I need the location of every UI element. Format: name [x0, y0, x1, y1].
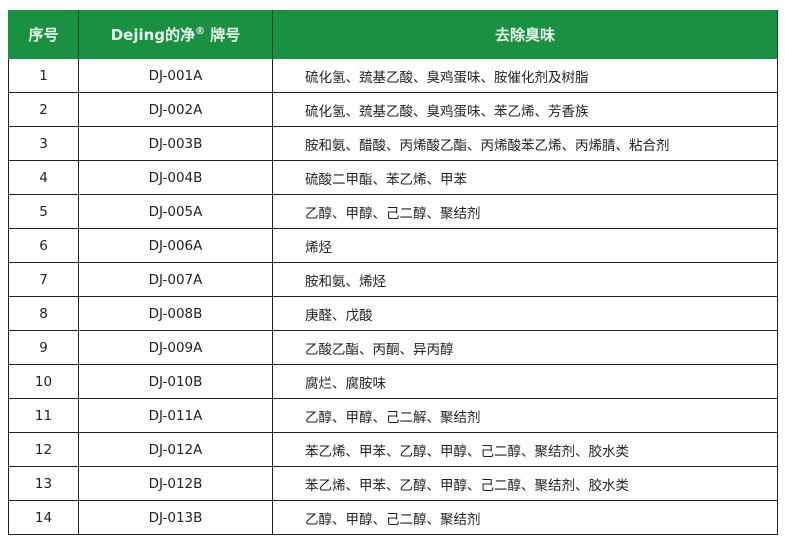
row-model: DJ-012A [78, 432, 273, 467]
row-model: DJ-005A [78, 194, 273, 229]
table-row: 11 DJ-011A 乙醇、甲醇、己二解、聚结剂 [8, 398, 778, 433]
table-row: 2 DJ-002A 硫化氢、巯基乙酸、臭鸡蛋味、苯乙烯、芳香族 [8, 92, 778, 127]
table-row: 8 DJ-008B 庚醛、戊酸 [8, 296, 778, 331]
row-number: 4 [8, 160, 79, 195]
row-number: 9 [8, 330, 79, 365]
table-row: 10 DJ-010B 腐烂、腐胺味 [8, 364, 778, 399]
table-row: 7 DJ-007A 胺和氨、烯烃 [8, 262, 778, 297]
table-row: 4 DJ-004B 硫酸二甲酯、苯乙烯、甲苯 [8, 160, 778, 195]
row-number: 2 [8, 92, 79, 127]
row-odor: 硫化氢、巯基乙酸、臭鸡蛋味、苯乙烯、芳香族 [272, 92, 778, 127]
row-number: 14 [8, 500, 79, 535]
row-number: 10 [8, 364, 79, 399]
row-odor: 硫酸二甲酯、苯乙烯、甲苯 [272, 160, 778, 195]
row-model: DJ-011A [78, 398, 273, 433]
row-model: DJ-007A [78, 262, 273, 297]
table-row: 13 DJ-012B 苯乙烯、甲苯、乙醇、甲醇、己二醇、聚结剂、胶水类 [8, 466, 778, 501]
row-model: DJ-003B [78, 126, 273, 161]
row-odor: 烯烃 [272, 228, 778, 263]
row-number: 8 [8, 296, 79, 331]
row-odor: 腐烂、腐胺味 [272, 364, 778, 399]
row-model: DJ-012B [78, 466, 273, 501]
row-model: DJ-004B [78, 160, 273, 195]
row-number: 5 [8, 194, 79, 229]
registered-mark: ® [195, 26, 206, 37]
table-row: 14 DJ-013B 乙醇、甲醇、己二醇、聚结剂 [8, 500, 778, 535]
table-row: 3 DJ-003B 胺和氨、醋酸、丙烯酸乙酯、丙烯酸苯乙烯、丙烯腈、粘合剂 [8, 126, 778, 161]
header-row: 序号 Dejing的净® 牌号 去除臭味 [8, 10, 778, 59]
row-number: 3 [8, 126, 79, 161]
table-row: 12 DJ-012A 苯乙烯、甲苯、乙醇、甲醇、己二醇、聚结剂、胶水类 [8, 432, 778, 467]
table-row: 6 DJ-006A 烯烃 [8, 228, 778, 263]
row-model: DJ-008B [78, 296, 273, 331]
row-number: 1 [8, 58, 79, 93]
table-row: 9 DJ-009A 乙酸乙酯、丙酮、异丙醇 [8, 330, 778, 365]
row-model: DJ-006A [78, 228, 273, 263]
row-number: 11 [8, 398, 79, 433]
row-model: DJ-010B [78, 364, 273, 399]
header-no: 序号 [8, 10, 79, 59]
header-model-text: Dejing的净 [110, 26, 196, 44]
row-odor: 硫化氢、巯基乙酸、臭鸡蛋味、胺催化剂及树脂 [272, 58, 778, 93]
row-odor: 胺和氨、烯烃 [272, 262, 778, 297]
row-odor: 胺和氨、醋酸、丙烯酸乙酯、丙烯酸苯乙烯、丙烯腈、粘合剂 [272, 126, 778, 161]
row-number: 7 [8, 262, 79, 297]
row-model: DJ-001A [78, 58, 273, 93]
row-number: 13 [8, 466, 79, 501]
row-odor: 乙醇、甲醇、己二醇、聚结剂 [272, 194, 778, 229]
row-model: DJ-013B [78, 500, 273, 535]
header-model-suffix: 牌号 [210, 26, 241, 44]
row-odor: 乙醇、甲醇、己二解、聚结剂 [272, 398, 778, 433]
row-model: DJ-002A [78, 92, 273, 127]
table-row: 1 DJ-001A 硫化氢、巯基乙酸、臭鸡蛋味、胺催化剂及树脂 [8, 58, 778, 93]
row-number: 6 [8, 228, 79, 263]
odor-removal-table: 序号 Dejing的净® 牌号 去除臭味 1 DJ-001A 硫化氢、巯基乙酸、臭鸡… [8, 10, 778, 535]
row-odor: 乙酸乙酯、丙酮、异丙醇 [272, 330, 778, 365]
row-odor: 庚醛、戊酸 [272, 296, 778, 331]
row-odor: 苯乙烯、甲苯、乙醇、甲醇、己二醇、聚结剂、胶水类 [272, 432, 778, 467]
header-odor: 去除臭味 [272, 10, 778, 59]
row-odor: 乙醇、甲醇、己二醇、聚结剂 [272, 500, 778, 535]
header-model: Dejing的净® 牌号 [78, 10, 273, 59]
row-odor: 苯乙烯、甲苯、乙醇、甲醇、己二醇、聚结剂、胶水类 [272, 466, 778, 501]
row-model: DJ-009A [78, 330, 273, 365]
table-row: 5 DJ-005A 乙醇、甲醇、己二醇、聚结剂 [8, 194, 778, 229]
row-number: 12 [8, 432, 79, 467]
